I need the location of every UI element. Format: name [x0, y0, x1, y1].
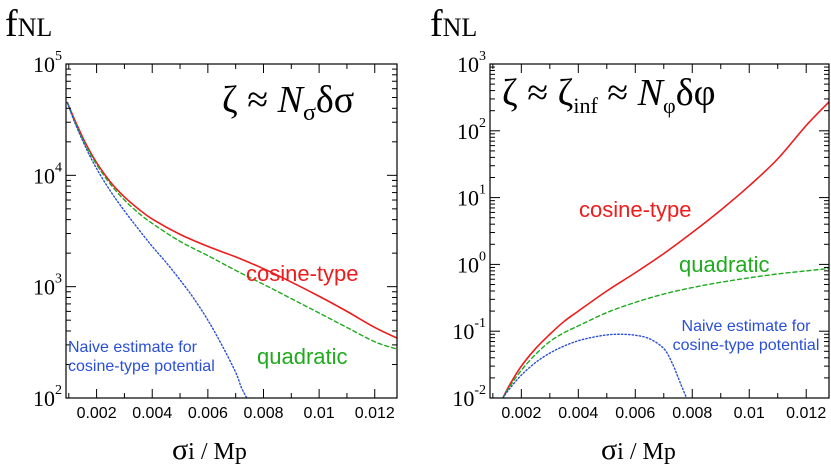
series-line-cosine-type	[502, 101, 829, 398]
y-tick-label: 10-2	[452, 383, 486, 411]
x-tick-label: 0.006	[615, 405, 655, 422]
chart-panel-right: 0.002 0.004 0.006 0.008 0.01 0.012 10-2 10-1 100…	[430, 3, 830, 466]
x-tick-label: 0.002	[501, 405, 541, 422]
x-tick-label: 0.012	[786, 405, 826, 422]
y-tick-label: 10-1	[452, 316, 486, 344]
plot-area	[502, 101, 829, 398]
y-tick-label: 103	[457, 49, 486, 77]
annotation-naive: Naive estimate for cosine-type potential	[68, 339, 215, 375]
annotation-quad: quadratic	[257, 344, 348, 369]
plot-frame	[65, 63, 398, 399]
x-tick-label: 0.006	[188, 405, 228, 422]
x-tick-label: 0.012	[355, 405, 395, 422]
y-tick-label: 102	[457, 116, 486, 144]
x-tick-label: 0.008	[672, 405, 712, 422]
series-line-naive-estimate	[502, 333, 688, 398]
series-line-quadratic	[502, 267, 829, 398]
plot-frame	[489, 63, 830, 399]
y-axis-label: fNL	[5, 3, 52, 45]
annotation-cos: cosine-type	[579, 197, 692, 222]
formula-label: ζ ≈ Nσδσ	[222, 79, 354, 126]
x-axis-label: σi / Mp	[172, 433, 247, 466]
x-tick-label: 0.01	[734, 405, 765, 422]
formula-label: ζ ≈ ζinf ≈ Nφδφ	[502, 72, 716, 118]
x-axis-label: σi / Mp	[601, 433, 676, 466]
x-tick-label: 0.004	[558, 405, 598, 422]
series-line-quadratic	[66, 101, 397, 350]
series-line-cosine-type	[66, 101, 397, 339]
y-tick-label: 101	[457, 183, 486, 211]
x-tick-label: 0.01	[304, 405, 335, 422]
y-tick-label: 102	[33, 383, 62, 411]
chart-panel-left: 0.002 0.004 0.006 0.008 0.01 0.012 102 103 104 10…	[5, 3, 398, 466]
x-tick-label: 0.002	[77, 405, 117, 422]
y-tick-label: 103	[33, 272, 62, 300]
x-tick-label: 0.008	[243, 405, 283, 422]
x-tick-label: 0.004	[132, 405, 172, 422]
plot-area	[66, 101, 397, 398]
annotation-quad: quadratic	[679, 252, 770, 277]
annotation-naive: Naive estimate for cosine-type potential	[673, 318, 820, 354]
y-tick-label: 104	[33, 160, 62, 188]
y-tick-label: 105	[33, 49, 62, 77]
annotation-cos: cosine-type	[246, 261, 359, 286]
y-axis-label: fNL	[430, 3, 477, 45]
y-tick-label: 100	[457, 249, 486, 277]
